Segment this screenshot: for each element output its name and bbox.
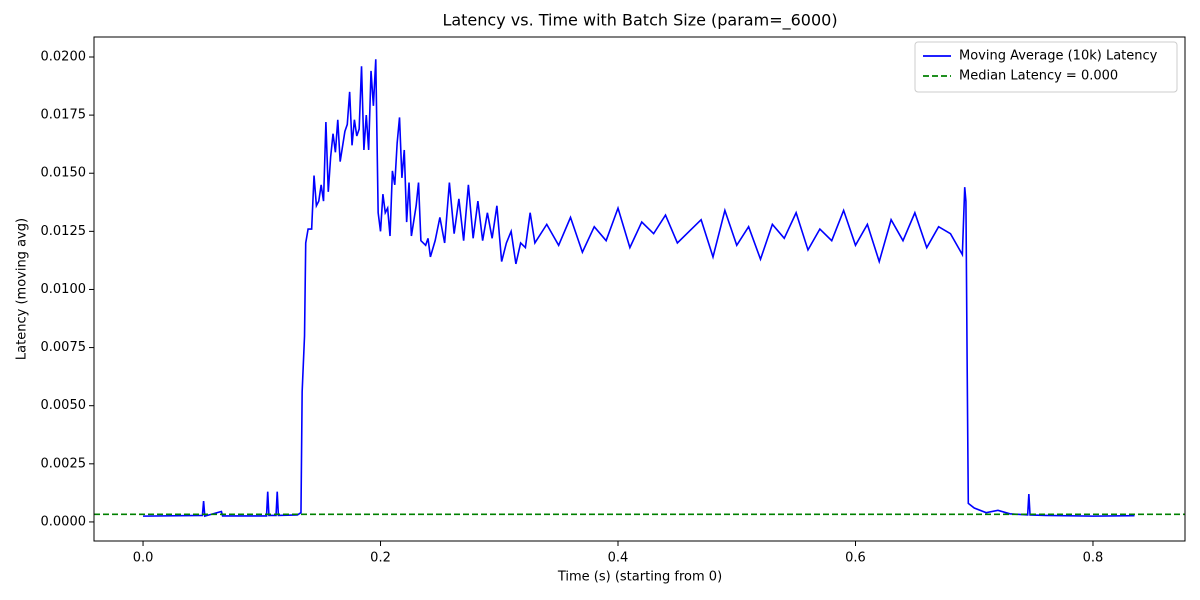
y-tick-label: 0.0050: [41, 398, 87, 413]
y-tick-label: 0.0150: [41, 166, 87, 181]
y-tick-label: 0.0100: [41, 282, 87, 297]
legend-label: Median Latency = 0.000: [959, 69, 1118, 84]
y-tick-label: 0.0175: [41, 108, 87, 123]
legend-box: [914, 41, 1178, 93]
y-tick-label: 0.0200: [41, 49, 87, 64]
x-tick-label: 0.4: [608, 551, 629, 566]
y-tick-label: 0.0075: [41, 340, 87, 355]
x-tick-label: 0.2: [370, 551, 391, 566]
x-axis-label: Time (s) (starting from 0): [557, 570, 722, 585]
y-tick-label: 0.0000: [41, 514, 87, 529]
series-line: [143, 59, 1135, 518]
x-tick-label: 0.0: [133, 551, 154, 566]
x-tick-label: 0.8: [1083, 551, 1104, 566]
legend: Moving Average (10k) Latency Median Laten…: [914, 41, 1178, 93]
y-tick-label: 0.0125: [41, 224, 87, 239]
y-tick-label: 0.0025: [41, 456, 87, 471]
plot-frame: [93, 36, 1186, 542]
legend-label: Moving Average (10k) Latency: [959, 49, 1158, 64]
y-axis-label: Latency (moving avg): [15, 218, 30, 360]
x-tick-label: 0.6: [845, 551, 866, 566]
chart-title: Latency vs. Time with Batch Size (param=…: [442, 11, 837, 31]
